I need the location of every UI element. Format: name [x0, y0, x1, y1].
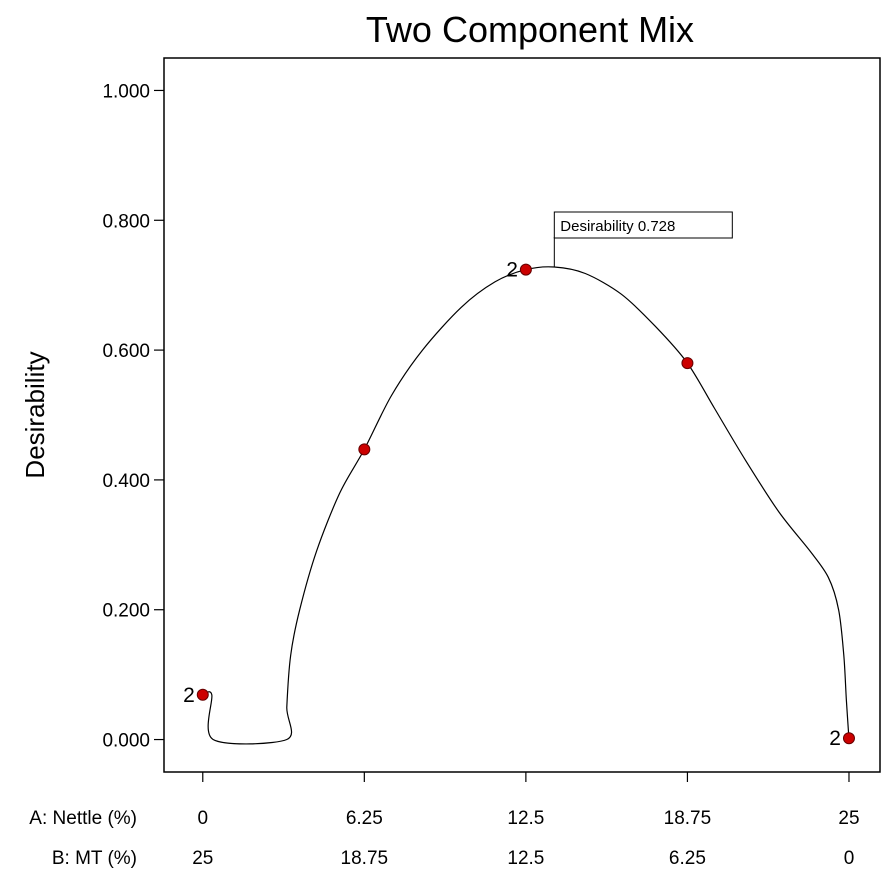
y-axis-label: Desirability — [20, 351, 50, 478]
y-tick-label: 0.800 — [102, 211, 150, 232]
x-tick-label: 18.75 — [664, 808, 712, 829]
x-tick-label: 0 — [197, 808, 208, 829]
x-tick-label: 25 — [192, 848, 213, 869]
design-point-replicate-label: 2 — [506, 259, 518, 282]
y-tick-label: 0.000 — [102, 731, 150, 752]
x-axis-label-row-2: B: MT (%) — [52, 848, 137, 869]
desirability-curve — [202, 266, 850, 745]
plot-frame — [163, 57, 881, 773]
design-point — [681, 357, 694, 370]
design-point — [358, 443, 371, 456]
design-point-replicate-label: 2 — [183, 684, 195, 707]
design-points: 2 2 2 — [183, 259, 855, 750]
design-point — [519, 263, 532, 276]
x-tick-label: 25 — [838, 808, 859, 829]
x-tick-label: 6.25 — [346, 808, 383, 829]
x-tick-label: 12.5 — [507, 808, 544, 829]
x-tick-label: 12.5 — [507, 848, 544, 869]
design-point-replicate-label: 2 — [829, 727, 841, 750]
x-tick-label: 0 — [844, 848, 855, 869]
x-tick-label: 6.25 — [669, 848, 706, 869]
callout-text: Desirability 0.728 — [560, 218, 675, 235]
y-tick-label: 0.200 — [102, 601, 150, 622]
y-tick-label: 0.600 — [102, 341, 150, 362]
x-tick-label: 18.75 — [341, 848, 389, 869]
y-tick-label: 1.000 — [102, 81, 150, 102]
callout-box — [553, 211, 733, 239]
x-axis-ticks: A: Nettle (%) 0 6.25 12.5 18.75 25 B: MT (%) 25… — [29, 772, 860, 869]
y-axis-ticks: 0.000 0.200 0.400 0.600 0.800 1.000 — [102, 81, 164, 752]
y-tick-label: 0.400 — [102, 471, 150, 492]
design-point — [842, 732, 855, 745]
x-axis-label-row-1: A: Nettle (%) — [29, 808, 137, 829]
desirability-callout: Desirability 0.728 — [553, 211, 733, 268]
design-point — [196, 688, 209, 701]
chart-title: Two Component Mix — [366, 9, 694, 50]
